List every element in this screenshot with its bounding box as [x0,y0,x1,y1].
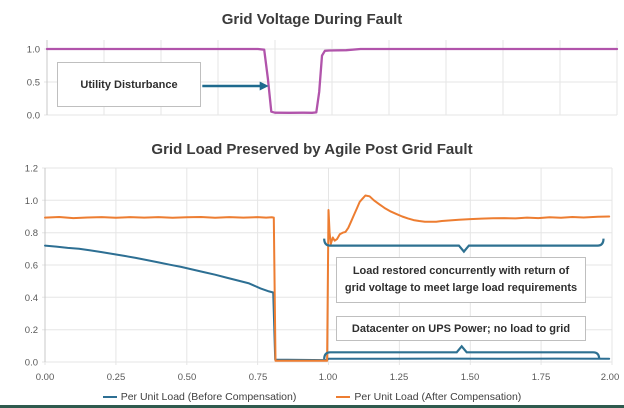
utility-disturbance-callout: Utility Disturbance [57,62,201,107]
legend-label: Per Unit Load (After Compensation) [354,391,522,403]
ups-power-text: Datacenter on UPS Power; no load to grid [351,322,571,335]
axis-tick-label: 1.0 [25,196,38,207]
axis-tick-label: 0.0 [25,358,38,369]
brace-annotation [323,344,601,360]
grid-load-chart: Grid Load Preserved by Agile Post Grid F… [25,141,620,383]
axis-tick-label: 1.75 [532,372,551,383]
axis-tick-label: 0.8 [25,228,38,239]
axis-tick-label: 0.0 [27,111,40,122]
axis-tick-label: 2.00 [601,372,620,383]
grid-voltage-chart: Grid Voltage During Fault 1.0 0.5 0.0 [27,11,619,122]
brace-annotation [323,238,605,254]
load-restored-callout: Load restored concurrently with return o… [336,257,586,303]
legend-item-before: Per Unit Load (Before Compensation) [102,391,297,403]
after-line-swatch [336,396,351,398]
axis-tick-label: 1.25 [390,372,409,383]
axis-tick-label: 1.0 [27,45,40,56]
axis-tick-label: 1.2 [25,164,38,175]
series-line [44,194,611,362]
bottom-border-rule [0,405,624,408]
utility-disturbance-label: Utility Disturbance [80,78,178,91]
axis-tick-label: 0.2 [25,325,38,336]
series-line [44,244,611,362]
legend-label: Per Unit Load (Before Compensation) [120,391,297,403]
load-restored-text: Load restored concurrently with return o… [344,264,578,294]
grid-voltage-chart-title: Grid Voltage During Fault [222,11,403,28]
series-line [45,47,619,114]
before-line-swatch [102,396,117,398]
axis-tick-label: 0.00 [36,372,55,383]
axis-tick-label: 0.50 [178,372,197,383]
disturbance-arrow-head [259,81,269,91]
axis-tick-label: 0.75 [249,372,268,383]
axis-tick-label: 0.5 [27,78,40,89]
axis-tick-label: 0.25 [107,372,126,383]
grid-load-chart-title: Grid Load Preserved by Agile Post Grid F… [151,141,472,158]
legend-item-after: Per Unit Load (After Compensation) [336,391,521,403]
ups-power-callout: Datacenter on UPS Power; no load to grid [336,316,586,341]
axis-tick-label: 1.00 [319,372,338,383]
axis-tick-label: 0.4 [25,293,38,304]
legend: Per Unit Load (Before Compensation) Per … [0,389,624,405]
axis-tick-label: 0.6 [25,261,38,272]
axis-tick-label: 1.50 [461,372,480,383]
